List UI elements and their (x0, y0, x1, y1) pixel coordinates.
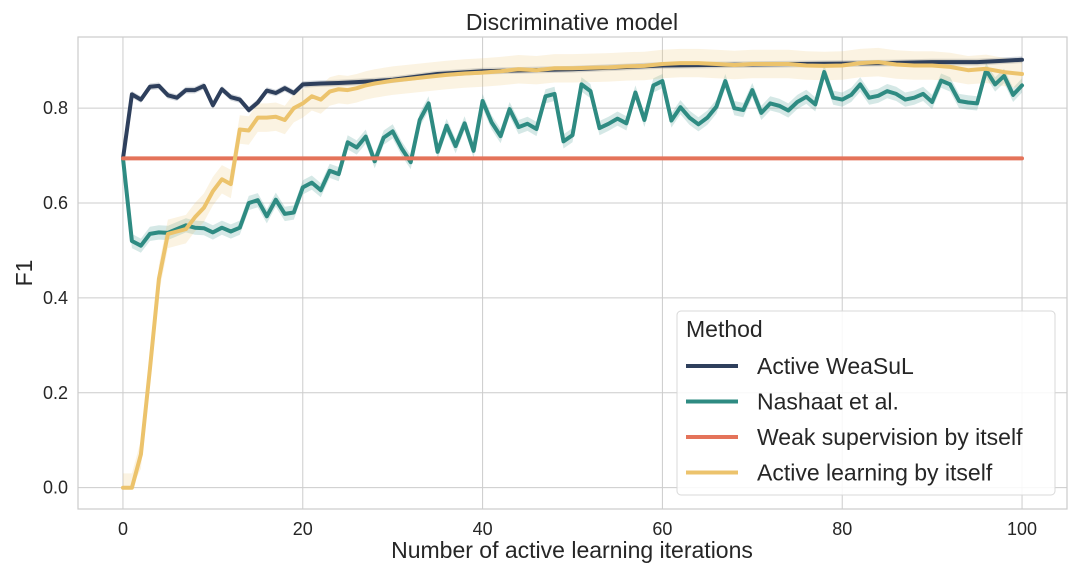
legend: Method Active WeaSuL Nashaat et al. Weak s… (676, 310, 1056, 496)
legend-title: Method (686, 316, 763, 342)
y-tick-labels: 0.0 0.2 0.4 0.6 0.8 (43, 98, 68, 497)
x-tick-label: 60 (652, 519, 672, 539)
x-axis-label: Number of active learning iterations (391, 537, 753, 563)
series-lines (121, 57, 1024, 490)
y-axis-label: F1 (11, 260, 37, 287)
legend-label: Active learning by itself (757, 460, 993, 486)
x-tick-label: 100 (1007, 519, 1037, 539)
series-line-active-learning-by-itself (121, 60, 1024, 490)
legend-items: Active WeaSuL Nashaat et al. Weak supervis… (686, 353, 1023, 486)
x-tick-label: 0 (118, 519, 128, 539)
axes-frame (77, 36, 1068, 510)
plot-area (77, 36, 1068, 510)
x-tick-label: 40 (473, 519, 493, 539)
y-tick-label: 0.8 (43, 98, 68, 118)
legend-label: Active WeaSuL (757, 353, 914, 379)
x-tick-labels: 0 20 40 60 80 100 (118, 519, 1037, 539)
y-tick-label: 0.4 (43, 288, 68, 308)
series-line-nashaat-et-al (121, 68, 1024, 248)
y-tick-label: 0.6 (43, 193, 68, 213)
x-tick-label: 80 (832, 519, 852, 539)
y-tick-label: 0.0 (43, 478, 68, 498)
chart-title: Discriminative model (466, 9, 678, 35)
legend-label: Nashaat et al. (757, 389, 899, 415)
y-tick-label: 0.2 (43, 383, 68, 403)
x-tick-label: 20 (293, 519, 313, 539)
legend-label: Weak supervision by itself (757, 424, 1023, 450)
legend-box (676, 310, 1056, 496)
